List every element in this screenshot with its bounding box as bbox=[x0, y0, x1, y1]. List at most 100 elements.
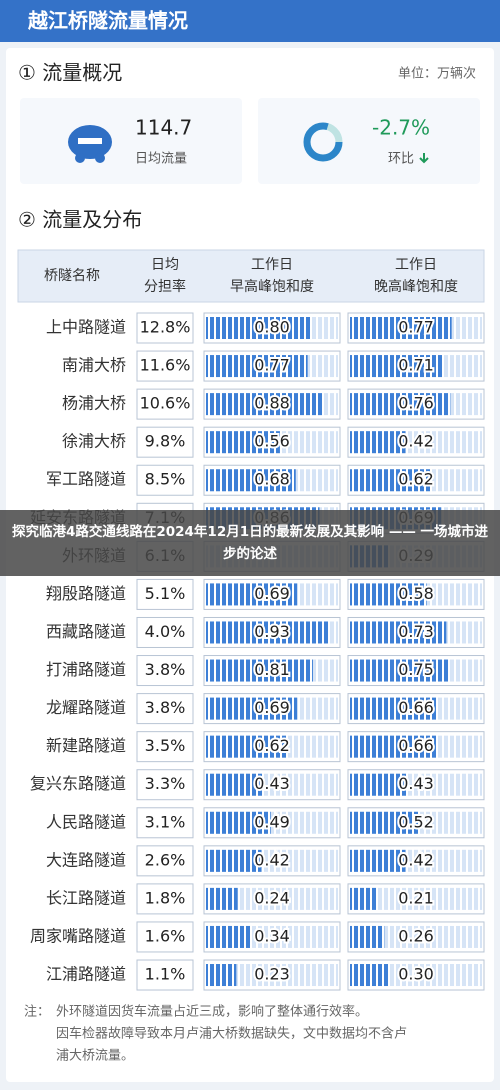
share-cell bbox=[136, 312, 194, 344]
bar-value: 0.23 bbox=[254, 965, 290, 984]
bar-value: 0.42 bbox=[398, 432, 434, 451]
share: 1.1% bbox=[145, 965, 186, 984]
banner: 探究临港4路交通线路在2024年12月1日的最新发展及其影响 —— 一场城市进步… bbox=[0, 510, 500, 576]
bar bbox=[350, 317, 452, 339]
share-cell bbox=[136, 845, 194, 877]
share: 12.8% bbox=[140, 318, 191, 337]
share: 2.6% bbox=[145, 850, 186, 869]
row-name: 龙耀路隧道 bbox=[46, 698, 126, 717]
share: 3.8% bbox=[145, 660, 186, 679]
bar-value: 0.69 bbox=[254, 698, 290, 717]
row-name: 江浦路隧道 bbox=[46, 965, 126, 984]
note-line: 外环隧道因货车流量占近三成，影响了整体通行效率。 bbox=[56, 1004, 368, 1020]
column-header: 早高峰饱和度 bbox=[230, 278, 314, 295]
metric-label: 日均流量 bbox=[135, 152, 187, 167]
bar bbox=[350, 735, 438, 758]
row-name: 大连路隧道 bbox=[46, 850, 126, 869]
car-icon bbox=[68, 125, 112, 163]
bar-value: 0.24 bbox=[254, 888, 290, 907]
bar-value: 0.62 bbox=[254, 736, 290, 755]
share-cell bbox=[136, 464, 194, 496]
note-line: 因车检器故障导致本月卢浦大桥数据缺失，文中数据均不含卢 bbox=[56, 1026, 407, 1042]
share-cell bbox=[136, 426, 194, 458]
share-cell bbox=[136, 578, 194, 610]
bar bbox=[350, 964, 390, 987]
row-name: 杨浦大桥 bbox=[62, 394, 126, 413]
row-name: 军工路隧道 bbox=[46, 470, 126, 489]
row-name: 南浦大桥 bbox=[62, 356, 126, 375]
bar-value: 0.71 bbox=[398, 356, 434, 375]
section-title: ① 流量概况 bbox=[18, 61, 122, 85]
share: 3.1% bbox=[145, 812, 186, 831]
bar-value: 0.58 bbox=[398, 584, 434, 603]
bar bbox=[350, 659, 449, 682]
column-header: 日均 bbox=[151, 257, 179, 273]
bar bbox=[350, 925, 385, 948]
bar bbox=[206, 925, 251, 948]
bar bbox=[206, 393, 323, 416]
bar bbox=[206, 355, 308, 378]
bar-value: 0.68 bbox=[254, 470, 290, 489]
share: 1.8% bbox=[145, 888, 186, 907]
metric-label: 环比 bbox=[388, 152, 414, 167]
header-title: 越江桥隧流量情况 bbox=[27, 9, 188, 33]
bar-value: 0.34 bbox=[254, 926, 290, 945]
bar-value: 0.26 bbox=[398, 926, 434, 945]
bar bbox=[206, 621, 329, 644]
bar bbox=[350, 811, 419, 834]
bar-track bbox=[206, 964, 338, 987]
row-name: 徐浦大桥 bbox=[62, 432, 126, 451]
bar bbox=[206, 887, 238, 910]
share: 1.6% bbox=[145, 926, 186, 945]
bar-track bbox=[350, 887, 482, 910]
bar bbox=[206, 964, 237, 987]
row-name: 翔殷路隧道 bbox=[46, 584, 126, 603]
row-name: 打浦路隧道 bbox=[46, 660, 126, 679]
share: 8.5% bbox=[145, 470, 186, 489]
row-name: 周家嘴路隧道 bbox=[30, 926, 126, 945]
bar-value: 0.77 bbox=[398, 318, 434, 337]
share-cell bbox=[136, 693, 194, 725]
row-name: 复兴东路隧道 bbox=[30, 774, 126, 793]
bar bbox=[206, 697, 298, 720]
bar-value: 0.56 bbox=[254, 432, 290, 451]
bar-value: 0.76 bbox=[398, 394, 434, 413]
column-header: 晚高峰饱和度 bbox=[374, 278, 458, 295]
metric-value: 114.7 bbox=[135, 116, 192, 140]
unit: 单位：万辆次 bbox=[398, 66, 476, 82]
section-title: ② 流量及分布 bbox=[18, 208, 142, 232]
bar bbox=[350, 849, 406, 872]
bar-value: 0.66 bbox=[398, 698, 434, 717]
share-cell bbox=[136, 769, 194, 801]
bar bbox=[350, 621, 447, 644]
bar bbox=[206, 469, 296, 492]
bar bbox=[350, 773, 407, 796]
down-arrow bbox=[419, 153, 429, 164]
row-name: 长江路隧道 bbox=[46, 888, 126, 907]
share-cell bbox=[136, 388, 194, 420]
bar-value: 0.66 bbox=[398, 736, 434, 755]
bar bbox=[350, 583, 427, 606]
bar-value: 0.88 bbox=[254, 394, 290, 413]
share-cell bbox=[136, 616, 194, 648]
share: 4.0% bbox=[145, 622, 186, 641]
bar bbox=[206, 659, 313, 682]
column-header: 桥隧名称 bbox=[44, 268, 100, 284]
bar-value: 0.80 bbox=[254, 318, 290, 337]
bar bbox=[350, 697, 438, 720]
metric-value: -2.7% bbox=[372, 116, 430, 140]
bar bbox=[206, 583, 298, 606]
bar-value: 0.77 bbox=[254, 356, 290, 375]
bar-value: 0.62 bbox=[398, 470, 434, 489]
bar bbox=[206, 317, 312, 339]
column-header: 工作日 bbox=[251, 257, 293, 273]
note-line: 浦大桥流量。 bbox=[56, 1049, 134, 1064]
share: 9.8% bbox=[145, 432, 186, 451]
share-cell bbox=[136, 655, 194, 687]
note-prefix: 注： bbox=[24, 1005, 50, 1020]
bar bbox=[350, 355, 444, 378]
share: 5.1% bbox=[145, 584, 186, 603]
bar bbox=[206, 849, 262, 872]
share-cell bbox=[136, 807, 194, 839]
